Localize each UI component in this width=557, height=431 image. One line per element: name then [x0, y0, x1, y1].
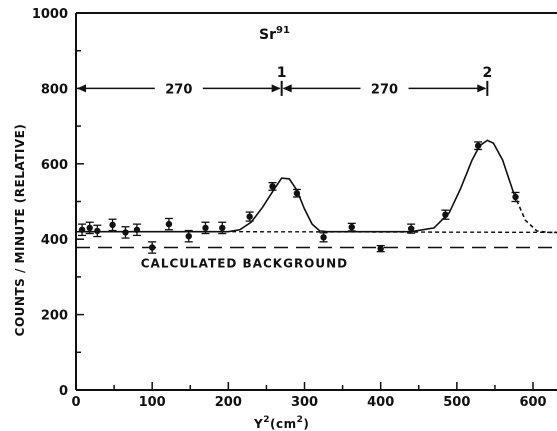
data-point [407, 223, 416, 234]
y-tick-label: 400 [41, 233, 68, 248]
data-point [292, 188, 301, 198]
data-point [148, 241, 157, 254]
data-point [184, 229, 193, 243]
data-point [511, 191, 520, 203]
data-point [376, 244, 385, 253]
data-point [319, 232, 328, 243]
x-tick-label: 500 [443, 395, 470, 410]
curves [76, 139, 557, 249]
baseline-dashed [232, 231, 557, 234]
y-axis-label: COUNTS / MINUTE (RELATIVE) [13, 124, 27, 337]
annotations: 1 2 270 270 [77, 65, 492, 97]
x-tick-label: 200 [215, 395, 242, 410]
x-tick-label: 300 [291, 395, 318, 410]
data-point [108, 218, 117, 232]
y-tick-label: 0 [59, 384, 68, 399]
axes: 0 200 400 600 800 1000 0 100 200 300 400 500 600 [32, 7, 557, 410]
y-tick-label: 200 [41, 309, 68, 324]
data-point [78, 223, 87, 237]
data-point [347, 222, 356, 232]
y-tick-label: 600 [41, 158, 68, 173]
data-point [85, 221, 94, 235]
x-tick-label: 600 [519, 395, 546, 410]
spacing-annotation: 270 [77, 82, 281, 97]
data-point [218, 221, 227, 235]
y-tick-label: 800 [41, 82, 68, 97]
data-point [474, 141, 483, 151]
data-point [441, 209, 450, 220]
data-point [132, 223, 141, 237]
data-point [201, 221, 210, 235]
x-tick-label: 400 [367, 395, 394, 410]
fit-curve [76, 139, 515, 233]
data-point [245, 211, 254, 222]
x-axis-label: Y2(cm2) [253, 415, 309, 431]
peak-label: 2 [482, 65, 492, 81]
data-point [121, 226, 130, 239]
spacing-label: 270 [165, 82, 192, 97]
peak-label: 1 [277, 65, 287, 81]
fit-extrapolation [513, 193, 557, 234]
chart-title: Sr91 [259, 25, 290, 43]
data-point [268, 181, 277, 191]
data-point [93, 224, 102, 238]
data-point [164, 217, 173, 231]
x-tick-label: 0 [71, 395, 80, 410]
y-tick-label: 1000 [32, 7, 68, 22]
x-tick-label: 100 [139, 395, 166, 410]
background-label: CALCULATED BACKGROUND [141, 256, 348, 270]
spacing-annotation: 270 [282, 82, 487, 97]
spacing-label: 270 [371, 82, 398, 97]
data-points [78, 141, 520, 254]
